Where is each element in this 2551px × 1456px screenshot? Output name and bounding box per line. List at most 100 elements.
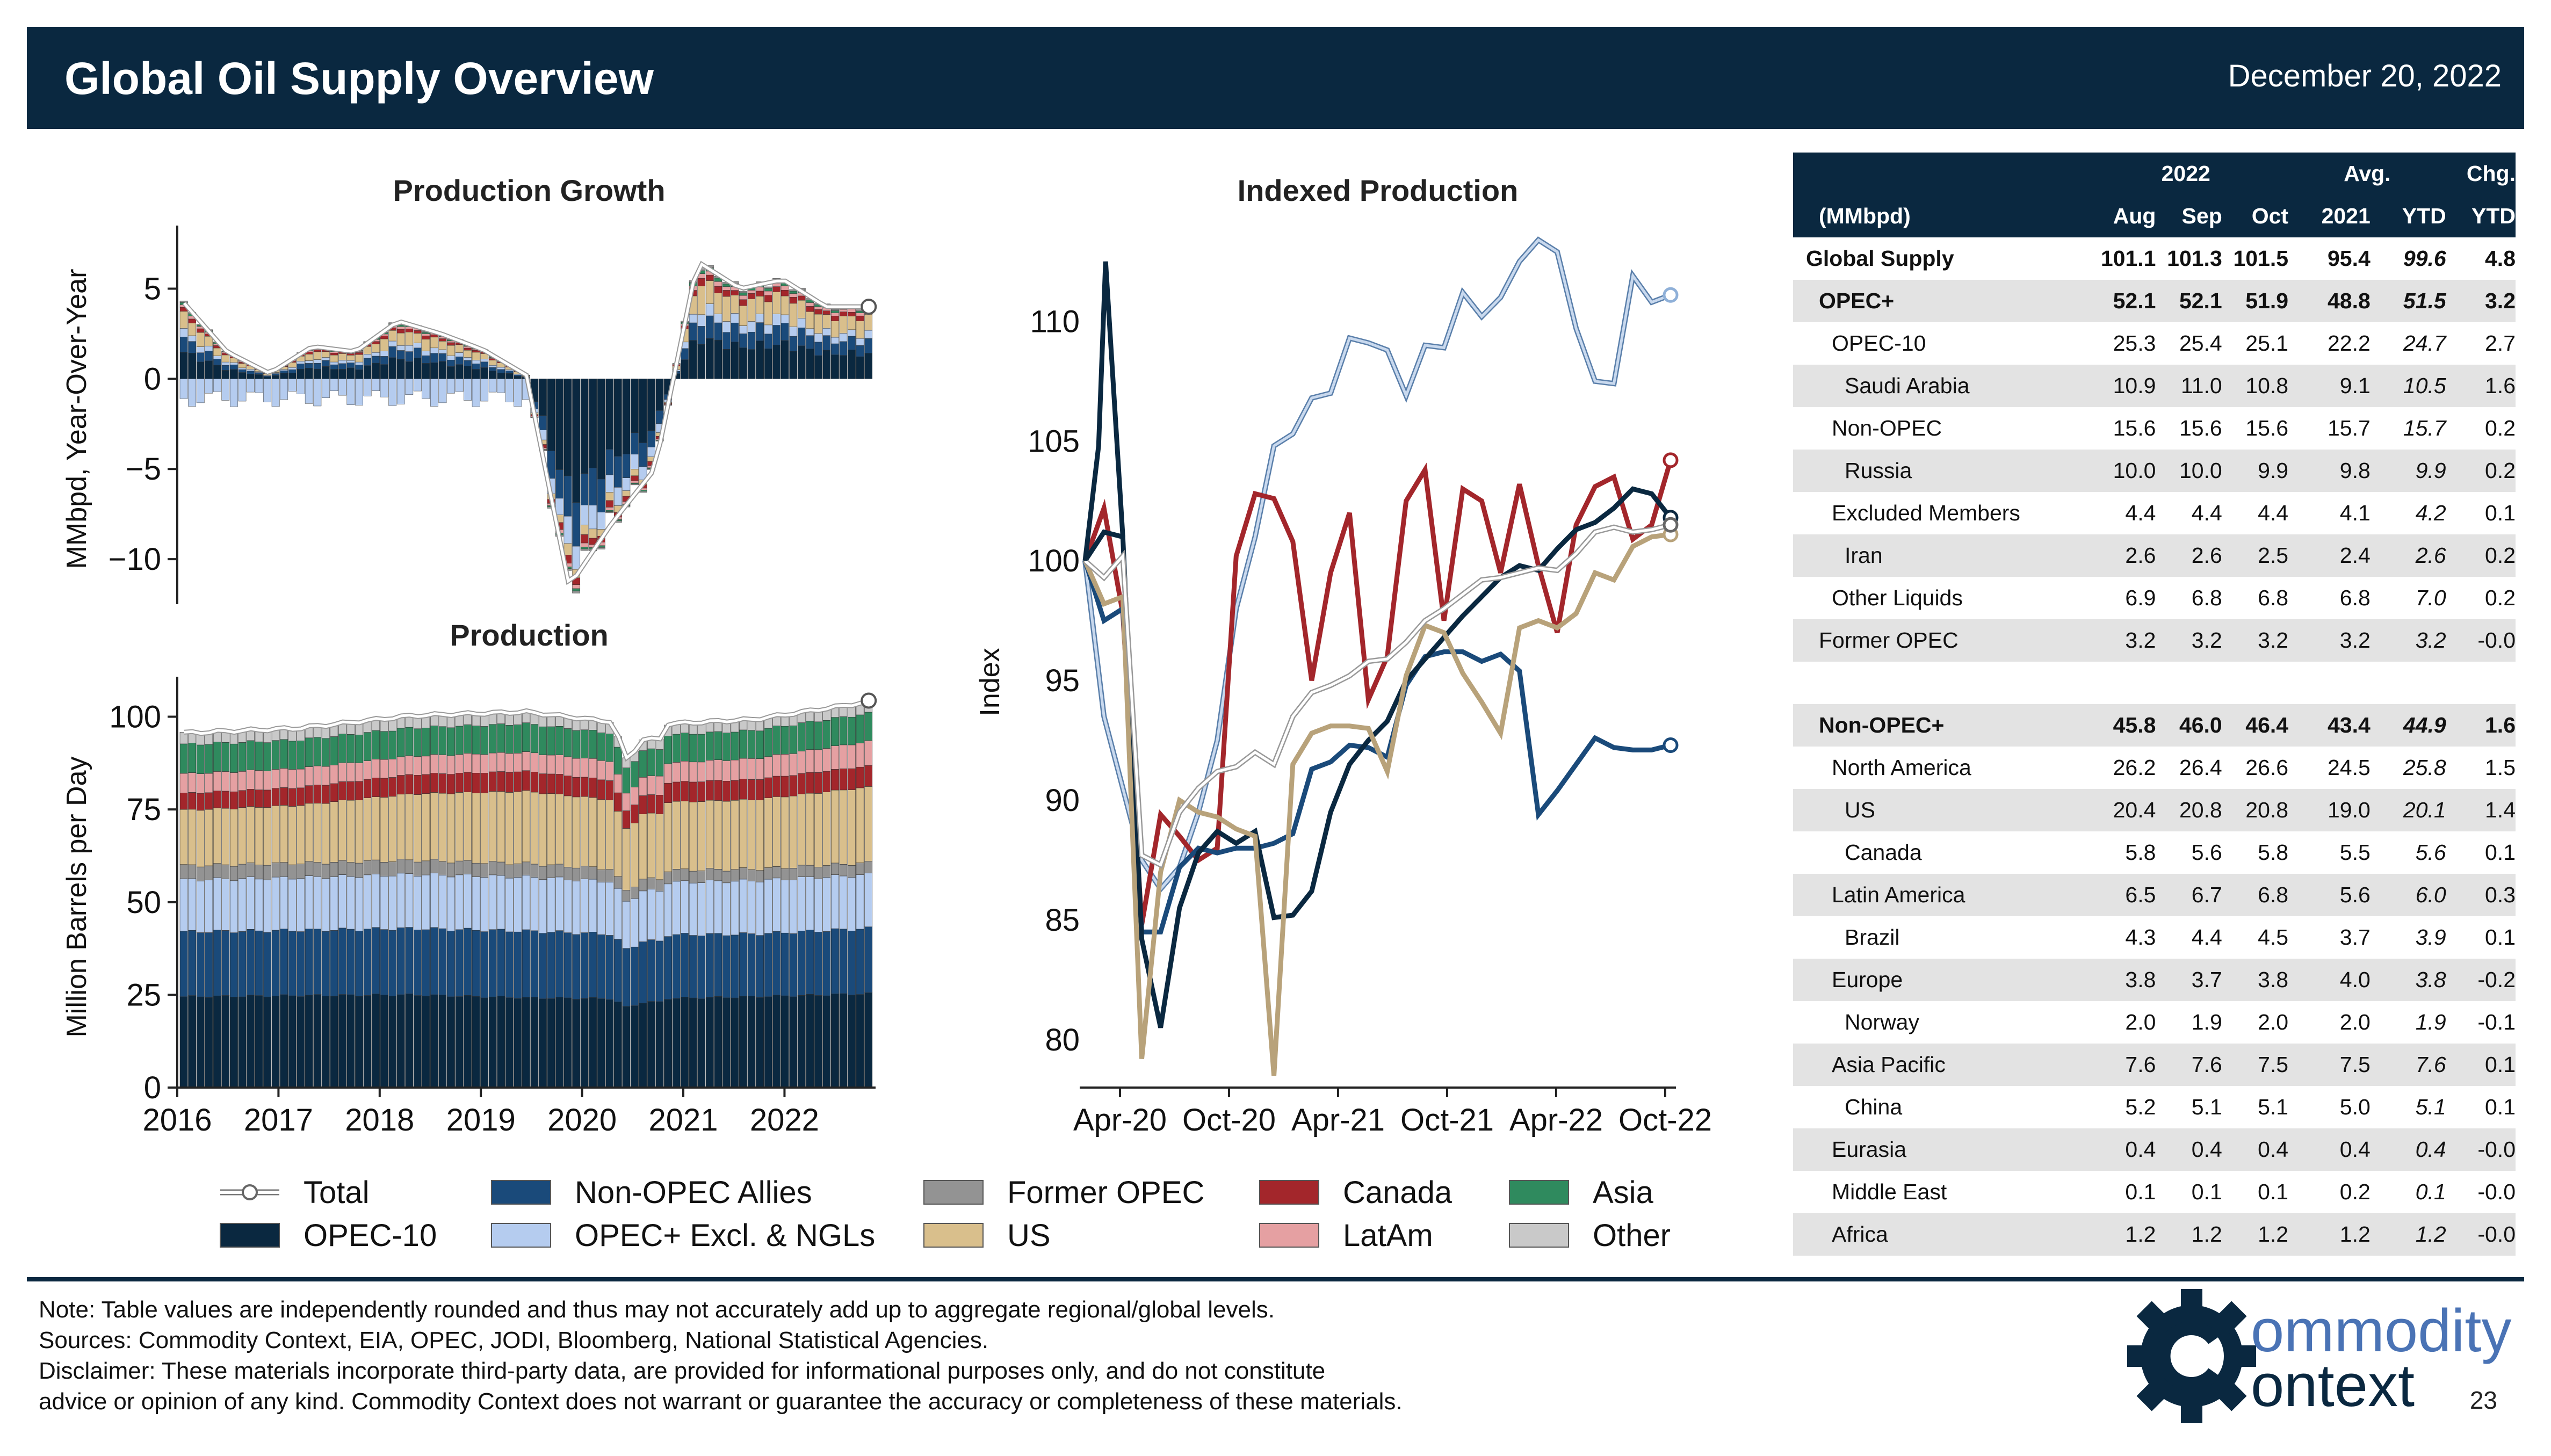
production-bar bbox=[705, 780, 714, 801]
growth-bar bbox=[764, 301, 772, 325]
growth-bar bbox=[313, 350, 322, 352]
production-bar bbox=[221, 771, 230, 792]
production-bar bbox=[789, 879, 798, 934]
table-cell: 5.8 bbox=[2125, 840, 2156, 865]
growth-bar bbox=[488, 360, 497, 366]
production-bar bbox=[238, 931, 247, 997]
growth-bar bbox=[647, 430, 655, 447]
growth-bar bbox=[864, 314, 873, 331]
production-bar bbox=[413, 728, 422, 757]
production-bar bbox=[631, 805, 639, 823]
table-cell: 7.6 bbox=[2191, 1052, 2222, 1077]
production-bar bbox=[179, 931, 188, 997]
production-bar bbox=[305, 766, 313, 786]
production-bar bbox=[280, 877, 288, 930]
table-row: US 20.4 20.8 20.8 19.0 20.1 1.4 bbox=[1793, 789, 2516, 831]
production-bar bbox=[355, 863, 364, 878]
production-bar bbox=[563, 867, 572, 880]
growth-bar bbox=[848, 336, 856, 350]
growth-bar bbox=[856, 316, 864, 321]
production-bar bbox=[497, 875, 505, 930]
indexed-chart-title: Indexed Production bbox=[1237, 173, 1519, 207]
production-bar bbox=[263, 789, 271, 808]
production-bar bbox=[238, 996, 247, 1088]
production-bar bbox=[430, 873, 438, 928]
production-bar bbox=[405, 859, 414, 874]
table-cell: 2.6 bbox=[2415, 543, 2446, 568]
production-bar bbox=[555, 864, 564, 878]
table-row-label: North America bbox=[1832, 755, 1971, 780]
production-bar bbox=[864, 712, 873, 741]
growth-bar bbox=[631, 454, 639, 469]
legend-swatch bbox=[1509, 1180, 1569, 1205]
growth-bar bbox=[363, 354, 372, 359]
growth-bar bbox=[263, 376, 271, 379]
growth-bar bbox=[839, 309, 848, 312]
production-bar bbox=[305, 737, 313, 767]
production-bar bbox=[563, 795, 572, 867]
growth-bar bbox=[422, 351, 430, 356]
production-bar bbox=[480, 754, 489, 773]
production-bar bbox=[196, 793, 205, 811]
production-bar bbox=[346, 994, 355, 1088]
indexed-x-tick-label: Apr-22 bbox=[1509, 1103, 1603, 1138]
production-bar bbox=[288, 741, 297, 770]
growth-bar bbox=[396, 379, 405, 404]
growth-bar bbox=[697, 326, 706, 345]
production-bar bbox=[681, 997, 689, 1088]
table-cell bbox=[2371, 662, 2446, 704]
production-bar bbox=[297, 741, 305, 770]
production-bar bbox=[555, 774, 564, 794]
production-bar bbox=[196, 932, 205, 997]
table-row-label: OPEC+ bbox=[1819, 288, 1895, 313]
table-cell: 6.0 bbox=[2415, 882, 2446, 907]
table-row: Eurasia 0.4 0.4 0.4 0.4 0.4 -0.0 bbox=[1793, 1128, 2516, 1171]
growth-bar bbox=[814, 355, 822, 379]
growth-bar bbox=[372, 344, 380, 353]
production-bar bbox=[848, 744, 856, 769]
growth-bar bbox=[848, 329, 856, 337]
growth-bar bbox=[639, 379, 647, 443]
table-cell: 6.8 bbox=[2339, 585, 2371, 610]
growth-bar bbox=[346, 363, 355, 368]
production-bar bbox=[580, 729, 589, 758]
production-bar bbox=[179, 732, 188, 744]
table-row: Excluded Members 4.4 4.4 4.4 4.1 4.2 0.1 bbox=[1793, 492, 2516, 534]
growth-bar bbox=[547, 379, 555, 451]
production-bar bbox=[288, 879, 297, 932]
table-cell: 46.0 bbox=[2179, 713, 2222, 737]
production-bar bbox=[772, 796, 781, 867]
production-bar bbox=[305, 785, 313, 804]
table-cell: 10.0 bbox=[2179, 458, 2222, 483]
growth-bar bbox=[472, 379, 480, 407]
production-bar bbox=[572, 758, 581, 778]
production-bar bbox=[488, 929, 497, 997]
growth-bar bbox=[213, 359, 221, 366]
production-bar bbox=[522, 875, 530, 930]
indexed-line-endpoint bbox=[1663, 287, 1679, 303]
production-bar bbox=[689, 883, 697, 936]
table-row-label: Asia Pacific bbox=[1832, 1052, 1946, 1077]
growth-bar bbox=[731, 342, 739, 379]
growth-bar bbox=[580, 547, 589, 549]
growth-bar bbox=[230, 379, 238, 407]
table-cell: 0.2 bbox=[2485, 416, 2516, 440]
production-bar bbox=[714, 800, 722, 870]
production-bar bbox=[313, 929, 322, 995]
production-bar bbox=[271, 805, 280, 863]
production-bar bbox=[639, 814, 647, 880]
table-cell: 52.1 bbox=[2179, 288, 2222, 313]
growth-bar bbox=[822, 350, 831, 379]
production-bar bbox=[288, 931, 297, 996]
growth-bar bbox=[330, 353, 338, 356]
table-cell: 4.3 bbox=[2125, 925, 2156, 950]
growth-bar bbox=[330, 361, 338, 365]
table-cell bbox=[2156, 662, 2222, 704]
production-bar bbox=[797, 931, 806, 996]
production-bar bbox=[522, 929, 530, 998]
growth-bar bbox=[179, 300, 188, 303]
growth-bar bbox=[472, 369, 480, 379]
growth-bar bbox=[346, 353, 355, 356]
table-cell: 0.1 bbox=[2258, 1179, 2289, 1204]
production-bar bbox=[497, 861, 505, 876]
